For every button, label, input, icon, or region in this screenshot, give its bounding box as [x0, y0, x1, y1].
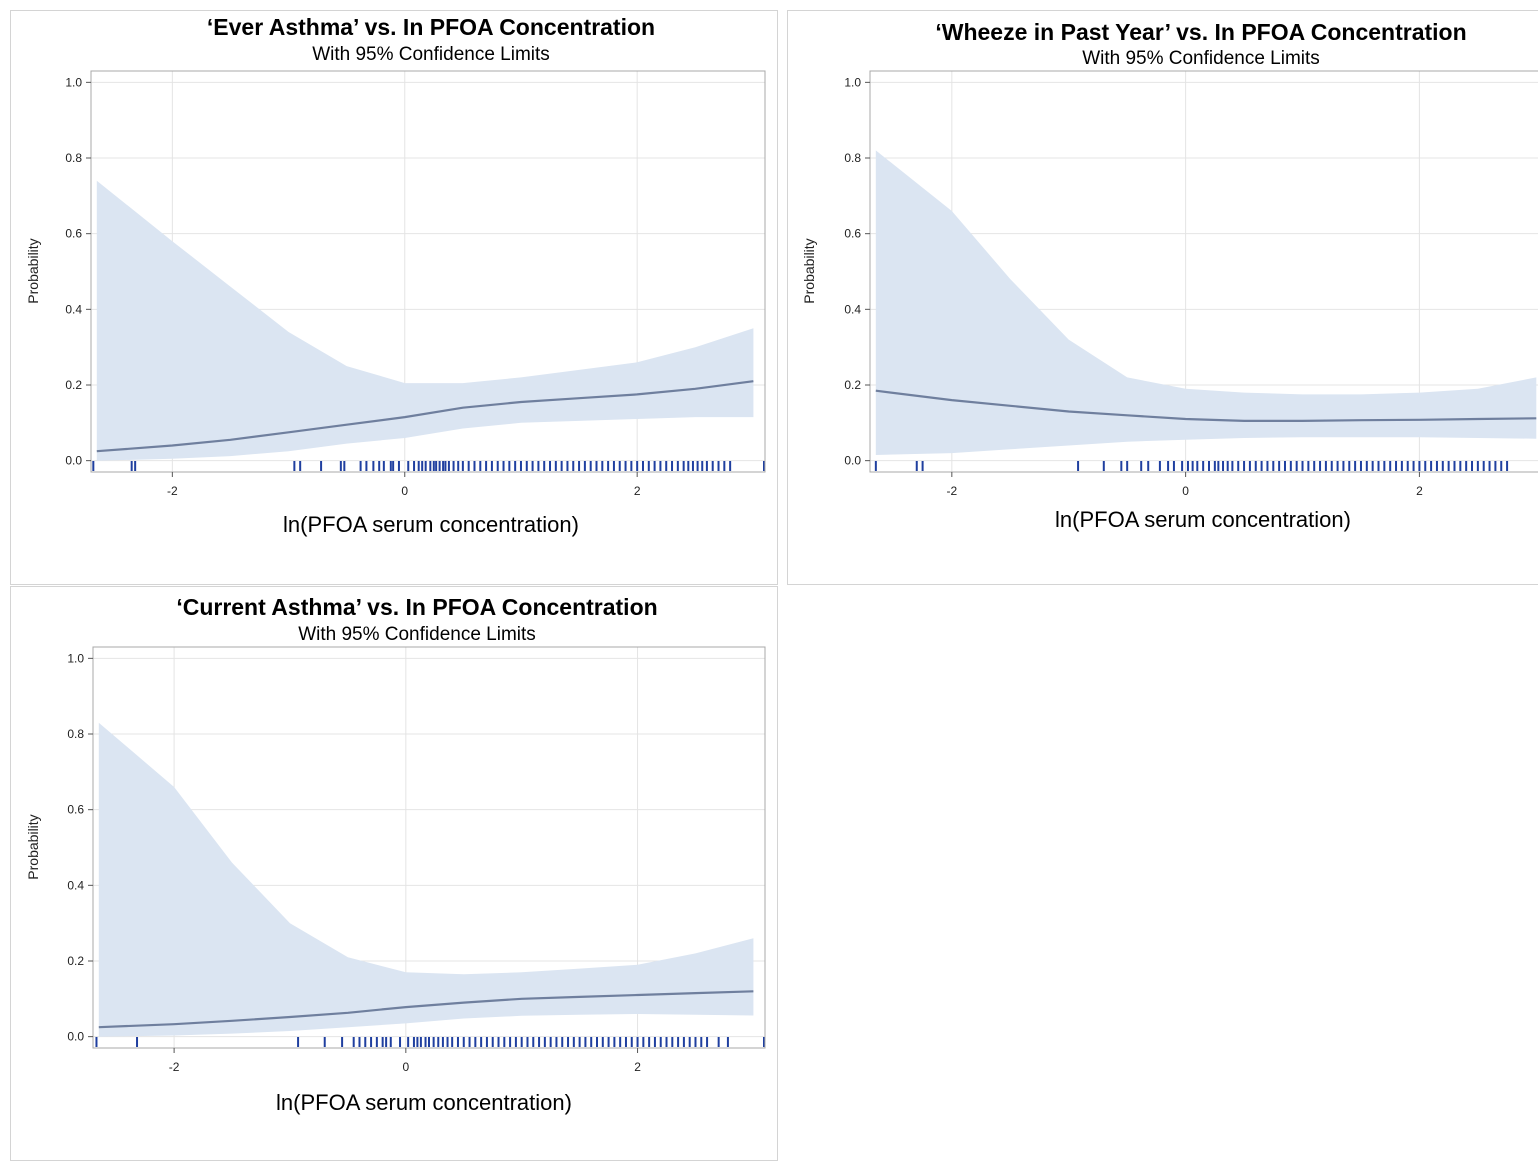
chart-panel-wheeze-past-year: ‘Wheeze in Past Year’ vs. In PFOA Concen… — [787, 10, 1538, 585]
plot-area: 0.0 0.2 0.4 0.6 0.8 1.0 -2 0 2 — [67, 646, 766, 1074]
x-tick-label: -2 — [946, 484, 957, 498]
chart-panel-ever-asthma: ‘Ever Asthma’ vs. In PFOA Concentration … — [10, 10, 778, 585]
chart-panel-current-asthma: ‘Current Asthma’ vs. In PFOA Concentrati… — [10, 586, 778, 1161]
y-axis-label: Probability — [25, 238, 41, 303]
y-tick-label: 1.0 — [844, 75, 861, 89]
x-tick-label: 0 — [1182, 484, 1189, 498]
chart-title: ‘Ever Asthma’ vs. In PFOA Concentration — [207, 14, 655, 40]
y-tick-label: 0.8 — [844, 151, 861, 165]
plot-frame — [869, 70, 1538, 473]
y-tick-label: 0.2 — [844, 378, 861, 392]
plot-area: 0.0 0.2 0.4 0.6 0.8 1.0 -2 0 2 — [65, 70, 766, 498]
y-tick-label: 0.8 — [65, 151, 82, 165]
x-tick-label: 2 — [634, 484, 641, 498]
x-tick-label: 0 — [402, 1060, 409, 1074]
chart-svg: ‘Wheeze in Past Year’ vs. In PFOA Concen… — [801, 19, 1538, 532]
y-tick-label: 0.6 — [65, 227, 82, 241]
probability-line — [875, 389, 1537, 422]
x-tick-label: 2 — [1416, 484, 1423, 498]
x-axis-label: ln(PFOA serum concentration) — [283, 512, 579, 537]
x-tick-label: -2 — [169, 1060, 180, 1074]
y-tick-label: 0.4 — [844, 302, 861, 316]
y-tick-label: 0.2 — [65, 378, 82, 392]
y-tick-label: 1.0 — [67, 651, 84, 665]
confidence-band — [875, 150, 1537, 455]
y-tick-label: 0.4 — [67, 878, 84, 892]
x-tick-label: -2 — [167, 484, 178, 498]
y-tick-label: 0.6 — [67, 803, 84, 817]
confidence-band — [96, 180, 754, 461]
plot-frame — [90, 70, 766, 473]
x-tick-label: 0 — [401, 484, 408, 498]
probability-line — [98, 990, 754, 1029]
y-tick-label: 0.4 — [65, 302, 82, 316]
y-tick-label: 0.0 — [67, 1030, 84, 1044]
chart-title: ‘Wheeze in Past Year’ vs. In PFOA Concen… — [935, 19, 1466, 45]
y-tick-label: 0.6 — [844, 227, 861, 241]
chart-title: ‘Current Asthma’ vs. In PFOA Concentrati… — [176, 594, 657, 620]
chart-svg: ‘Current Asthma’ vs. In PFOA Concentrati… — [25, 594, 766, 1115]
y-axis-label: Probability — [25, 814, 41, 879]
chart-subtitle: With 95% Confidence Limits — [312, 44, 550, 65]
chart-subtitle: With 95% Confidence Limits — [1082, 48, 1320, 69]
y-tick-label: 1.0 — [65, 75, 82, 89]
probability-line — [96, 380, 754, 453]
y-tick-label: 0.8 — [67, 727, 84, 741]
y-tick-label: 0.0 — [844, 454, 861, 468]
plot-area: 0.0 0.2 0.4 0.6 0.8 1.0 -2 0 2 — [844, 70, 1538, 498]
y-tick-label: 0.2 — [67, 954, 84, 968]
x-axis-label: ln(PFOA serum concentration) — [276, 1090, 572, 1115]
x-tick-label: 2 — [634, 1060, 641, 1074]
x-axis-label: ln(PFOA serum concentration) — [1055, 507, 1351, 532]
plot-frame — [92, 646, 766, 1049]
chart-subtitle: With 95% Confidence Limits — [298, 624, 536, 645]
y-tick-label: 0.0 — [65, 454, 82, 468]
chart-svg: ‘Ever Asthma’ vs. In PFOA Concentration … — [25, 14, 766, 537]
y-axis-label: Probability — [801, 238, 817, 303]
confidence-band — [98, 722, 754, 1037]
